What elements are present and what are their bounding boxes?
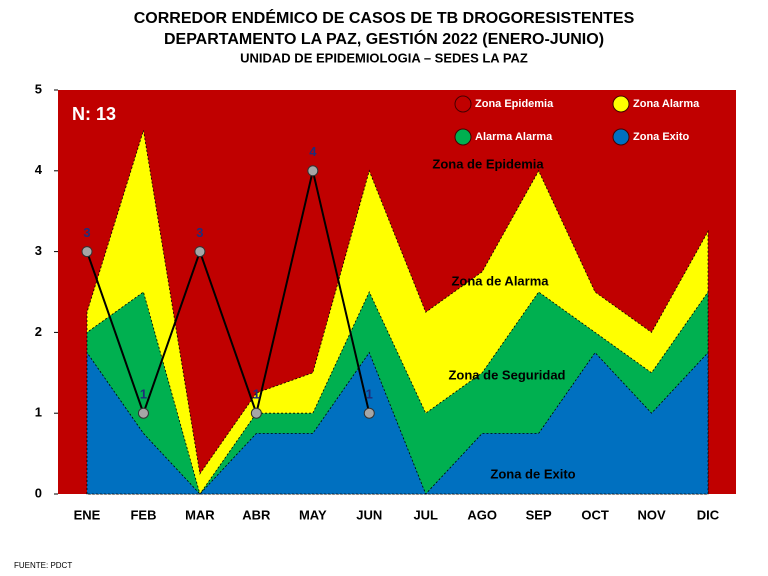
case-label: 1 <box>140 387 147 402</box>
case-marker <box>194 246 206 258</box>
y-tick-label: 3 <box>35 243 42 258</box>
legend-swatch <box>454 128 472 146</box>
x-tick-label: SEP <box>526 507 552 522</box>
y-tick-label: 1 <box>35 405 42 420</box>
legend-swatch <box>612 128 630 146</box>
x-tick-label: JUL <box>413 507 438 522</box>
legend-label: Alarma Alarma <box>475 131 553 143</box>
n-label: N: 13 <box>72 104 116 124</box>
legend-label: Zona Epidemia <box>475 98 554 110</box>
x-tick-label: OCT <box>581 507 609 522</box>
x-tick-label: NOV <box>637 507 666 522</box>
x-tick-label: ABR <box>242 507 271 522</box>
zone-label: Zona de Exito <box>490 466 575 481</box>
chart-title: DEPARTAMENTO LA PAZ, GESTIÓN 2022 (ENERO… <box>164 29 604 48</box>
y-tick-label: 2 <box>35 324 42 339</box>
x-tick-label: ENE <box>74 507 101 522</box>
x-tick-label: AGO <box>467 507 497 522</box>
case-marker <box>307 165 319 177</box>
case-label: 3 <box>196 225 203 240</box>
case-label: 3 <box>83 225 90 240</box>
y-tick-label: 5 <box>35 81 42 96</box>
y-tick-label: 0 <box>35 485 42 500</box>
x-tick-label: MAY <box>299 507 327 522</box>
x-tick-label: JUN <box>356 507 382 522</box>
x-tick-label: FEB <box>130 507 156 522</box>
x-tick-label: DIC <box>697 507 720 522</box>
zone-label: Zona de Alarma <box>451 273 549 288</box>
x-tick-label: MAR <box>185 507 215 522</box>
case-marker <box>137 407 149 419</box>
y-tick-label: 4 <box>35 162 43 177</box>
case-label: 1 <box>253 387 260 402</box>
legend-swatch <box>612 95 630 113</box>
case-marker <box>250 407 262 419</box>
zone-label: Zona de Seguridad <box>448 367 565 382</box>
cases-line <box>86 170 371 417</box>
legend-label: Zona Exito <box>633 131 690 143</box>
legend-label: Zona Alarma <box>633 98 700 110</box>
source: FUENTE: PDCT <box>14 561 72 570</box>
zone-label: Zona de Epidemia <box>432 156 544 171</box>
chart-subtitle: UNIDAD DE EPIDEMIOLOGIA – SEDES LA PAZ <box>240 50 528 65</box>
case-marker <box>81 246 93 258</box>
case-label: 4 <box>309 144 317 159</box>
case-label: 1 <box>366 387 373 402</box>
chart-title: CORREDOR ENDÉMICO DE CASOS DE TB DROGORE… <box>134 8 635 27</box>
legend-swatch <box>454 95 472 113</box>
case-marker <box>363 407 375 419</box>
zone-area <box>86 351 709 495</box>
